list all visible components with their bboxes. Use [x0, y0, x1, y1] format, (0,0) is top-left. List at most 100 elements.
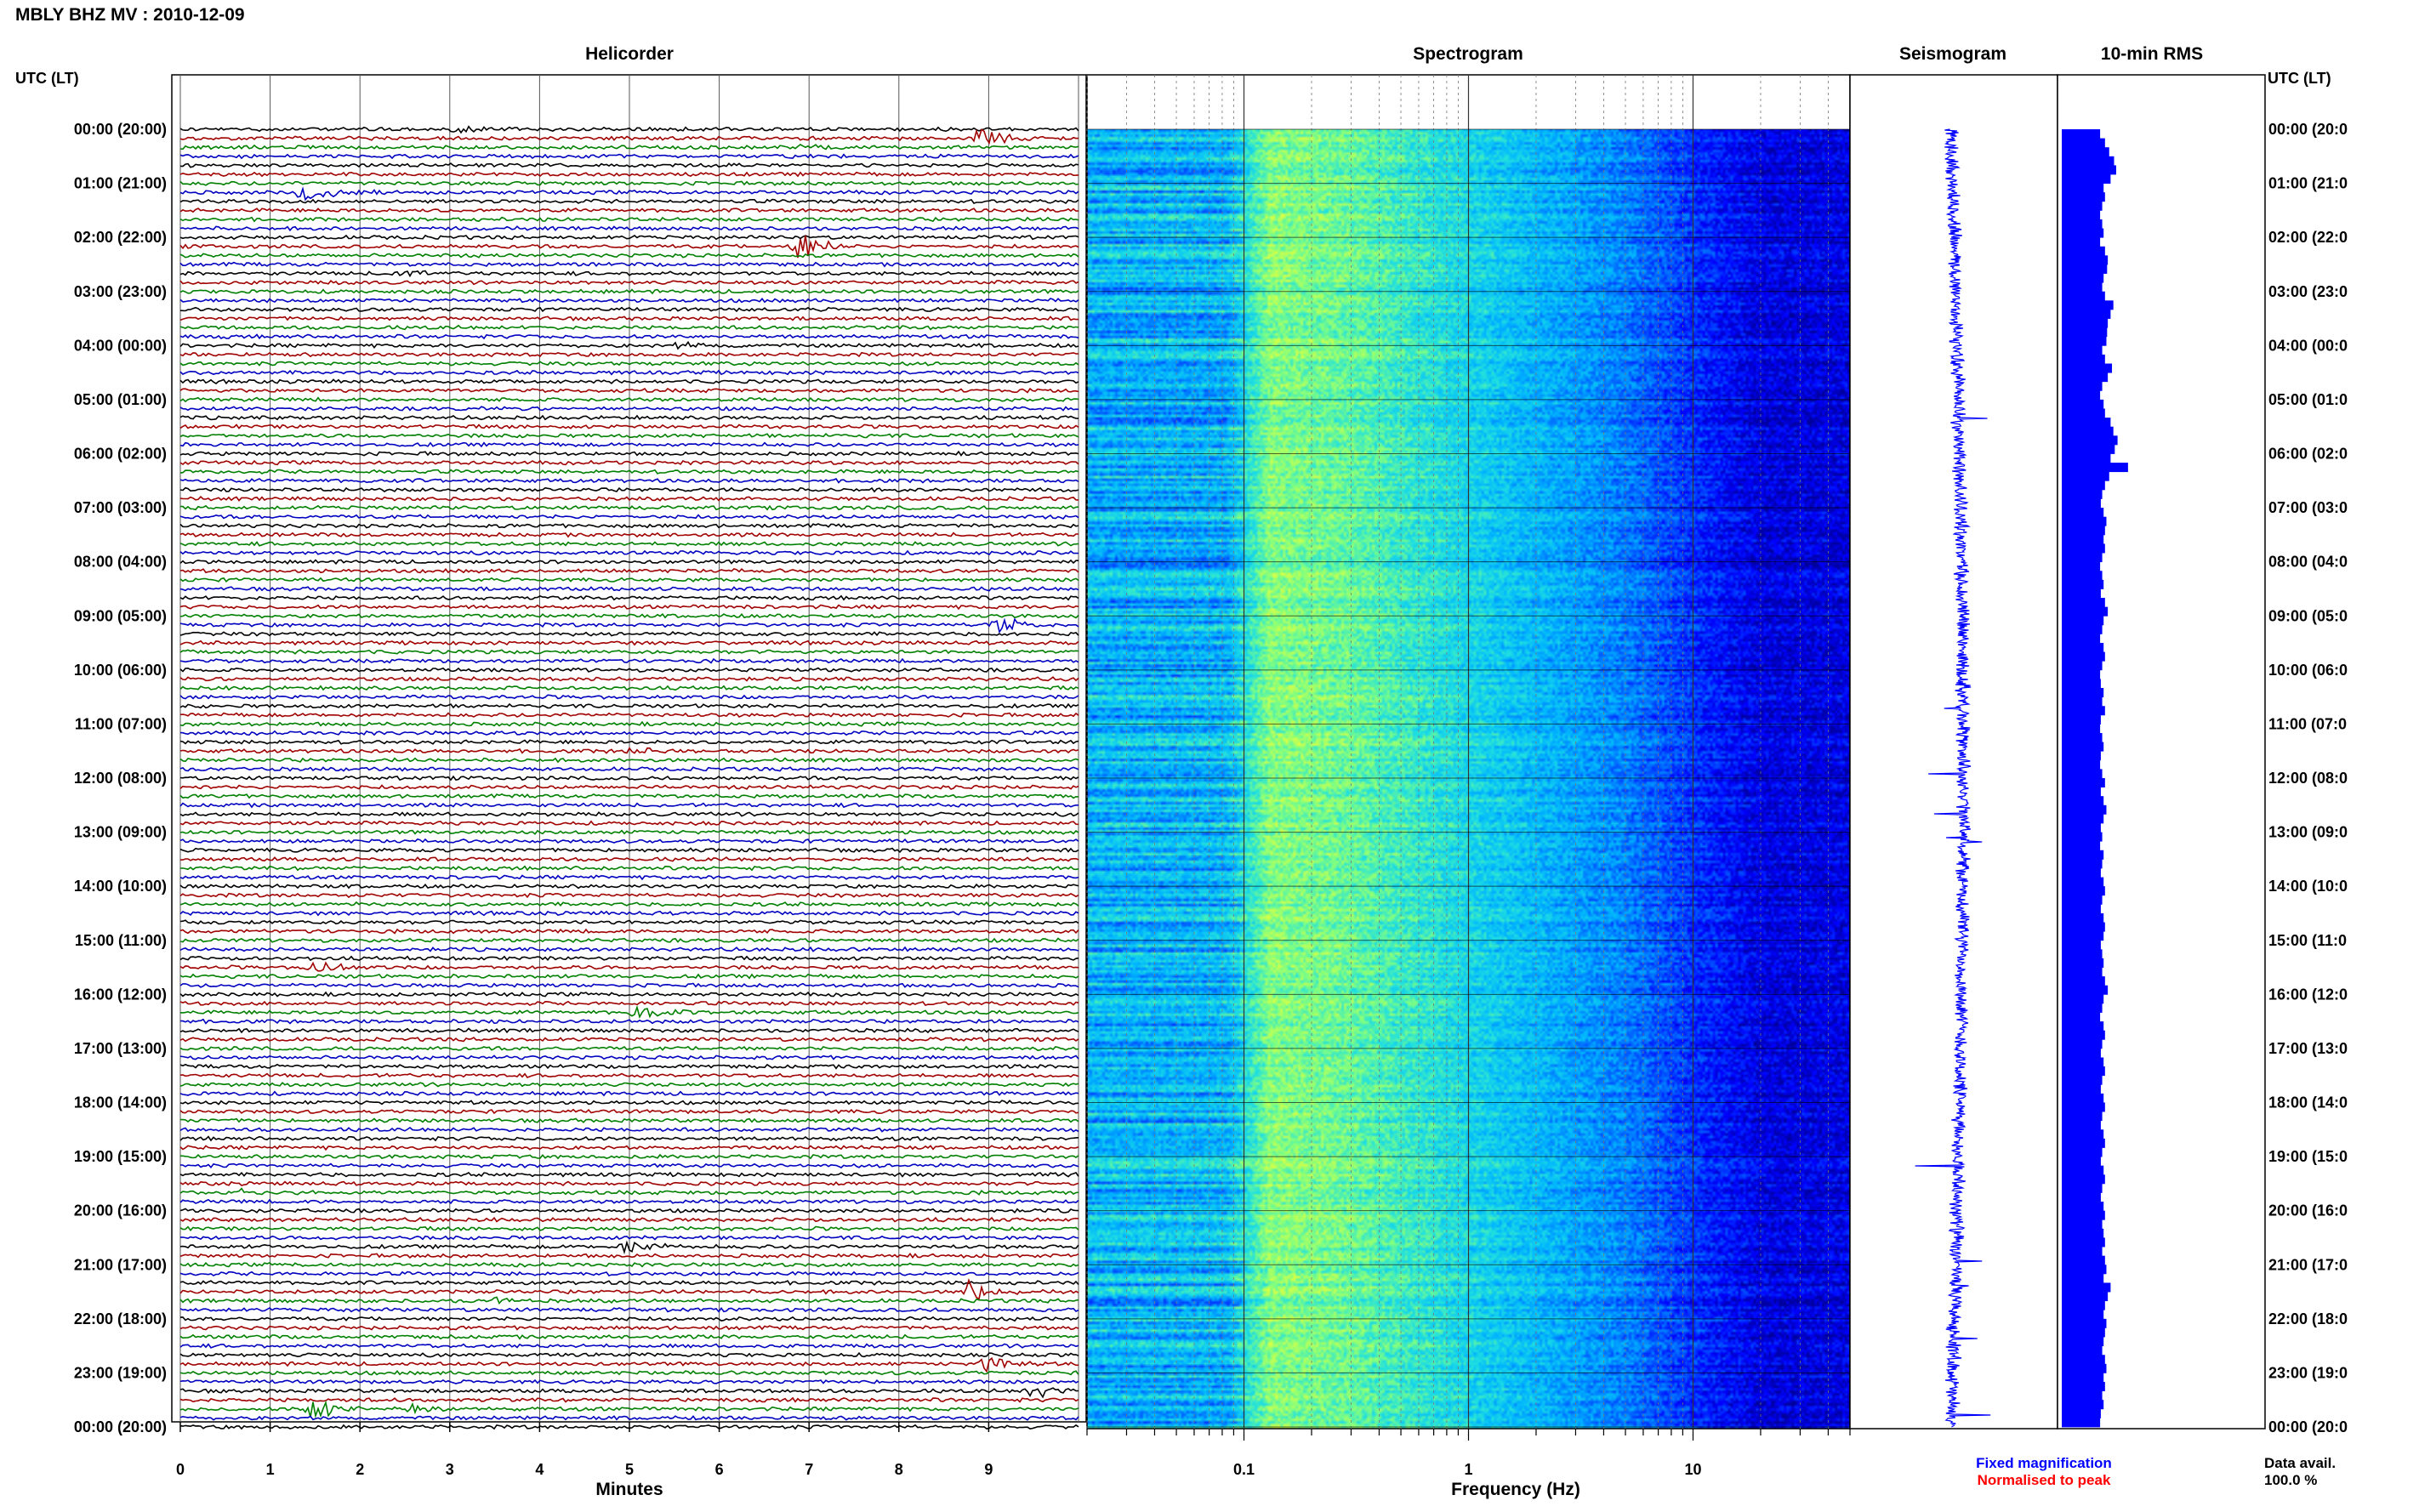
time-label-left: 19:00 (15:00): [74, 1148, 167, 1165]
rms-bar: [2062, 1012, 2101, 1022]
helicorder-trace: [179, 793, 1079, 799]
rms-bar: [2062, 228, 2104, 238]
helicorder-trace: [179, 162, 1079, 168]
rms-bar: [2062, 282, 2103, 293]
rms-bar: [2062, 237, 2101, 247]
time-label-left: 15:00 (11:00): [75, 932, 167, 949]
time-label-right: 14:00 (10:0: [2268, 878, 2348, 895]
time-label-right: 09:00 (05:0: [2268, 607, 2348, 624]
x-tick-label: 6: [715, 1461, 724, 1478]
helicorder-trace: [179, 928, 1079, 935]
helicorder-trace: [179, 369, 1079, 376]
helicorder-trace: [179, 315, 1079, 321]
rms-bar: [2062, 435, 2118, 446]
rms-bar: [2062, 147, 2109, 157]
helicorder-trace: [179, 1252, 1079, 1259]
helicorder-trace: [179, 1333, 1079, 1340]
x-tick-label: 7: [805, 1461, 813, 1478]
rms-bar: [2062, 1147, 2103, 1157]
time-label-left: 07:00 (03:00): [74, 499, 167, 516]
rms-bar: [2062, 841, 2101, 851]
rms-bar: [2062, 1021, 2104, 1032]
time-label-right: 19:00 (15:0: [2268, 1148, 2348, 1165]
helicorder-trace: [179, 766, 1079, 772]
rms-bar: [2062, 498, 2101, 509]
rms-bar: [2062, 1418, 2101, 1428]
helicorder-trace: [179, 1072, 1079, 1079]
helicorder-trace: [179, 171, 1079, 178]
time-label-left: 14:00 (10:00): [74, 878, 167, 895]
x-tick-label: 0: [176, 1461, 185, 1478]
x-tick-label: 1: [266, 1461, 275, 1478]
helicorder-trace: [179, 961, 1079, 972]
rms-bar: [2062, 1210, 2105, 1220]
rms-bar: [2062, 1337, 2104, 1347]
rms-bar: [2062, 1382, 2105, 1392]
time-label-left: 12:00 (08:00): [74, 770, 167, 787]
helicorder-trace: [179, 1082, 1079, 1088]
rms-bar: [2062, 1237, 2105, 1248]
helicorder-trace: [179, 432, 1079, 439]
rms-bar: [2062, 1273, 2104, 1283]
time-label-left: 10:00 (06:00): [74, 662, 167, 679]
helicorder-trace: [179, 1240, 1079, 1255]
station-title: MBLY BHZ MV : 2010-12-09: [15, 5, 245, 25]
helicorder-trace: [179, 847, 1079, 854]
time-label-right: 18:00 (14:0: [2268, 1094, 2348, 1111]
rms-bar: [2062, 516, 2107, 526]
helicorder-trace: [179, 1037, 1079, 1043]
helicorder-trace: [179, 991, 1079, 998]
helicorder-trace: [179, 235, 1079, 259]
time-label-right: 12:00 (08:0: [2268, 770, 2348, 787]
rms-bar: [2062, 1183, 2103, 1193]
helicorder-trace: [179, 1225, 1079, 1232]
rms-bar: [2062, 264, 2108, 274]
helicorder-trace: [179, 288, 1079, 295]
helicorder-trace: [179, 594, 1079, 601]
rms-bar: [2062, 219, 2103, 229]
rms-bar: [2062, 751, 2101, 761]
time-label-right: 00:00 (20:0: [2268, 1418, 2348, 1435]
spectrogram-x-ticks: 0.1 1 10: [1086, 1429, 1851, 1478]
utc-lt-label-right: UTC (LT): [2268, 70, 2331, 87]
helicorder-x-ticks: 0 1 2 3 4 5 6 7 8 9: [176, 1422, 993, 1478]
rms-bar: [2062, 471, 2109, 481]
rms-bar: [2062, 643, 2104, 653]
rms-bar: [2062, 534, 2104, 544]
helicorder-trace: [179, 396, 1079, 403]
x-tick-label: 3: [446, 1461, 454, 1478]
rms-bar: [2062, 1102, 2105, 1112]
helicorder-trace: [179, 1090, 1079, 1097]
helicorder-trace: [179, 577, 1079, 583]
legend-fixed-magnification: Fixed magnification: [1976, 1455, 2112, 1471]
rms-bar: [2062, 1111, 2103, 1122]
helicorder-trace: [179, 865, 1079, 872]
rms-bar: [2062, 1282, 2111, 1293]
legend-normalised-to-peak: Normalised to peak: [1978, 1472, 2111, 1488]
helicorder-trace: [179, 604, 1079, 611]
spectrogram-title: Spectrogram: [1413, 44, 1523, 64]
time-label-left: 00:00 (20:00): [74, 121, 167, 138]
helicorder-trace: [179, 874, 1079, 881]
helicorder-trace: [179, 1145, 1079, 1151]
helicorder-trace: [179, 1400, 1079, 1419]
helicorder-trace: [179, 973, 1079, 980]
helicorder-trace: [179, 829, 1079, 835]
helicorder-trace: [179, 144, 1079, 151]
rms-bar: [2062, 867, 2101, 878]
helicorder-trace: [179, 153, 1079, 160]
rms-bar: [2062, 940, 2101, 950]
time-label-right: 04:00 (00:0: [2268, 337, 2348, 354]
helicorder-trace: [179, 495, 1079, 502]
rms-bar: [2062, 814, 2104, 824]
rms-bar: [2062, 246, 2105, 256]
rms-bar: [2062, 372, 2109, 383]
rms-bar: [2062, 1255, 2105, 1265]
helicorder-trace: [179, 1004, 1079, 1019]
rms-bar: [2062, 895, 2103, 905]
helicorder-trace: [179, 811, 1079, 817]
rms-bar: [2062, 804, 2107, 815]
rms-bar: [2062, 183, 2104, 193]
helicorder-trace: [179, 125, 1079, 134]
helicorder-trace: [179, 1235, 1079, 1241]
